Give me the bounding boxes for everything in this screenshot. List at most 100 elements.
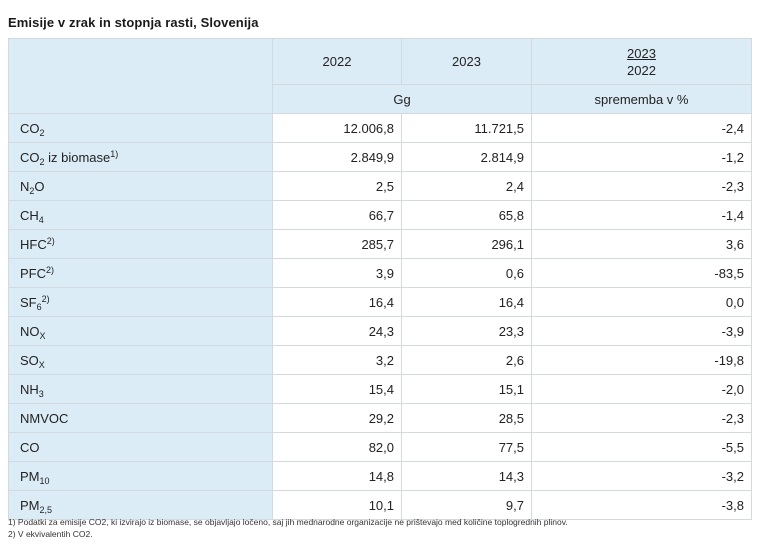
pollutant-name-base: CO [20, 149, 40, 165]
pollutant-name-base: NMVOC [20, 410, 69, 426]
table-body: CO2 12.006,8 11.721,5 -2,4 CO2 iz biomase1) 2… [8, 113, 752, 520]
footnote-1: 1) Podatki za emisije CO2, ki izvirajo i… [8, 517, 568, 527]
value-2023: 2,4 [401, 171, 532, 201]
emissions-table: 2022 2023 2023 2022 Gg sprememba v % CO2… [8, 38, 752, 520]
pollutant-name-base: NO [20, 323, 40, 339]
header-unit: Gg [272, 84, 532, 114]
value-2022: 16,4 [272, 287, 402, 317]
change-percent: -1,4 [531, 200, 752, 230]
pollutant-name-sub: X [38, 359, 45, 370]
footnote-2: 2) V ekvivalentih CO2. [8, 529, 93, 539]
table-row: CO2 12.006,8 11.721,5 -2,4 [8, 113, 752, 143]
header-change-unit: sprememba v % [531, 84, 752, 114]
value-2023: 11.721,5 [401, 113, 532, 143]
value-2023: 0,6 [401, 258, 532, 288]
change-percent: -2,3 [531, 171, 752, 201]
change-percent: -3,8 [531, 490, 752, 520]
pollutant-name-base: PFC [20, 265, 46, 281]
pollutant-name-sup: 1) [110, 148, 119, 159]
pollutant-name-sub: 3 [38, 388, 44, 399]
value-2022: 14,8 [272, 461, 402, 491]
pollutant-name-sub: 10 [39, 475, 50, 486]
table-row: HFC2) 285,7 296,1 3,6 [8, 229, 752, 259]
table-row: SOX 3,2 2,6 -19,8 [8, 345, 752, 375]
value-2022: 2.849,9 [272, 142, 402, 172]
value-2022: 3,9 [272, 258, 402, 288]
pollutant-name: PM10 [8, 461, 273, 491]
table-row: N2O 2,5 2,4 -2,3 [8, 171, 752, 201]
change-percent: -2,0 [531, 374, 752, 404]
pollutant-name: NH3 [8, 374, 273, 404]
pollutant-name-sup: 2) [46, 264, 55, 275]
table-row: CO 82,0 77,5 -5,5 [8, 432, 752, 462]
pollutant-name: HFC2) [8, 229, 273, 259]
pollutant-name-base: PM [20, 497, 40, 513]
pollutant-name-sub: 2,5 [39, 504, 53, 515]
pollutant-name-sub: 2 [29, 185, 35, 196]
page-title: Emisije v zrak in stopnja rasti, Sloveni… [8, 15, 259, 30]
value-2023: 2,6 [401, 345, 532, 375]
pollutant-name-sup: 2) [41, 293, 50, 304]
table-row: PM10 14,8 14,3 -3,2 [8, 461, 752, 491]
value-2022: 285,7 [272, 229, 402, 259]
pollutant-name: NMVOC [8, 403, 273, 433]
value-2023: 16,4 [401, 287, 532, 317]
pollutant-name: CH4 [8, 200, 273, 230]
pollutant-name: SOX [8, 345, 273, 375]
pollutant-name-sub: 2 [39, 127, 45, 138]
change-percent: -83,5 [531, 258, 752, 288]
value-2023: 28,5 [401, 403, 532, 433]
header-ratio: 2023 2022 [531, 38, 752, 85]
pollutant-name-sup: 2) [46, 235, 55, 246]
pollutant-name-base: N [20, 178, 30, 194]
value-2023: 15,1 [401, 374, 532, 404]
header-corner [8, 38, 273, 114]
value-2022: 12.006,8 [272, 113, 402, 143]
pollutant-name-sub: 6 [36, 301, 42, 312]
pollutant-name-suffix: iz biomase [44, 149, 111, 165]
change-percent: -3,2 [531, 461, 752, 491]
pollutant-name: PFC2) [8, 258, 273, 288]
value-2022: 15,4 [272, 374, 402, 404]
pollutant-name-base: CO [20, 120, 40, 136]
pollutant-name: CO2 [8, 113, 273, 143]
footnotes: 1) Podatki za emisije CO2, ki izvirajo i… [8, 516, 568, 540]
change-percent: -2,4 [531, 113, 752, 143]
pollutant-name-sub: 2 [39, 156, 45, 167]
table-row: CH4 66,7 65,8 -1,4 [8, 200, 752, 230]
header-year-2022: 2022 [272, 38, 402, 85]
value-2022: 82,0 [272, 432, 402, 462]
pollutant-name-base: CO [20, 439, 40, 455]
value-2022: 29,2 [272, 403, 402, 433]
change-percent: -3,9 [531, 316, 752, 346]
change-percent: -1,2 [531, 142, 752, 172]
table-row: NOX 24,3 23,3 -3,9 [8, 316, 752, 346]
value-2022: 66,7 [272, 200, 402, 230]
pollutant-name-base: SO [20, 352, 39, 368]
value-2022: 24,3 [272, 316, 402, 346]
change-percent: 0,0 [531, 287, 752, 317]
change-percent: -5,5 [531, 432, 752, 462]
table-row: SF62) 16,4 16,4 0,0 [8, 287, 752, 317]
value-2023: 14,3 [401, 461, 532, 491]
table-row: NMVOC 29,2 28,5 -2,3 [8, 403, 752, 433]
value-2023: 296,1 [401, 229, 532, 259]
change-percent: 3,6 [531, 229, 752, 259]
pollutant-name: CO2 iz biomase1) [8, 142, 273, 172]
pollutant-name-base: SF [20, 294, 37, 310]
pollutant-name: NOX [8, 316, 273, 346]
pollutant-name-suffix: O [34, 178, 45, 194]
table-row: NH3 15,4 15,1 -2,0 [8, 374, 752, 404]
value-2023: 23,3 [401, 316, 532, 346]
table-row: PM2,5 10,1 9,7 -3,8 [8, 490, 752, 520]
pollutant-name-base: HFC [20, 236, 47, 252]
change-percent: -2,3 [531, 403, 752, 433]
table-row: PFC2) 3,9 0,6 -83,5 [8, 258, 752, 288]
value-2022: 3,2 [272, 345, 402, 375]
pollutant-name: CO [8, 432, 273, 462]
pollutant-name: SF62) [8, 287, 273, 317]
value-2023: 2.814,9 [401, 142, 532, 172]
pollutant-name-base: PM [20, 468, 40, 484]
value-2023: 77,5 [401, 432, 532, 462]
pollutant-name: N2O [8, 171, 273, 201]
